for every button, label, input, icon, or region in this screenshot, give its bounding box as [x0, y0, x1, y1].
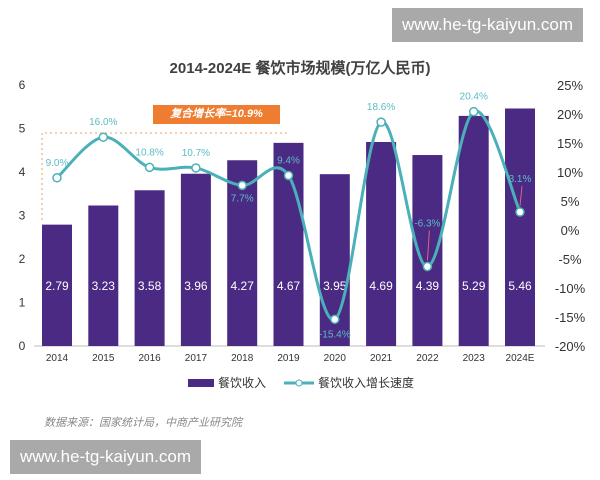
chart-title: 2014-2024E 餐饮市场规模(万亿人民币) — [169, 60, 431, 77]
bar — [227, 160, 258, 346]
growth-value-label: 7.7% — [231, 193, 254, 204]
x-tick-label: 2024E — [506, 353, 535, 364]
right-tick-label: 25% — [557, 78, 583, 93]
bar-value-label: 2.79 — [45, 279, 69, 293]
growth-value-label: 18.6% — [367, 102, 395, 113]
bar — [88, 205, 119, 346]
bar — [180, 173, 211, 346]
left-tick-label: 4 — [19, 165, 26, 179]
x-tick-label: 2014 — [46, 353, 69, 364]
left-tick-label: 1 — [19, 296, 26, 310]
x-tick-label: 2019 — [277, 353, 300, 364]
growth-value-label: 3.1% — [509, 174, 532, 185]
bar — [366, 141, 397, 346]
growth-value-label: 9.0% — [46, 158, 69, 169]
x-tick-label: 2020 — [324, 353, 347, 364]
x-tick-label: 2022 — [416, 353, 439, 364]
x-tick-label: 2023 — [463, 353, 486, 364]
legend: 餐饮收入 餐饮收入增长速度 — [188, 374, 414, 391]
growth-point — [283, 170, 294, 181]
growth-point — [376, 117, 386, 127]
growth-point — [144, 162, 155, 173]
bar — [505, 108, 535, 347]
x-tick-label: 2016 — [138, 353, 161, 364]
growth-point — [422, 261, 433, 272]
right-tick-label: 0% — [561, 223, 580, 238]
left-tick-label: 0 — [19, 339, 26, 353]
label-leader — [426, 230, 430, 261]
bar-value-label: 4.27 — [231, 279, 255, 293]
bar-value-label: 4.67 — [277, 279, 301, 293]
label-leader — [519, 185, 523, 207]
right-tick-label: 15% — [557, 136, 583, 151]
bar-value-label: 5.29 — [462, 279, 486, 293]
growth-value-label: 16.0% — [89, 117, 117, 128]
bar — [458, 115, 489, 346]
growth-point — [468, 106, 479, 117]
growth-point — [52, 173, 62, 183]
watermark-top: www.he-tg-kaiyun.com — [392, 8, 584, 42]
growth-point — [191, 163, 201, 173]
right-tick-label: 5% — [561, 194, 580, 209]
left-tick-label: 6 — [19, 78, 26, 92]
bar-value-label: 3.58 — [138, 279, 162, 293]
right-tick-label: 10% — [557, 165, 583, 180]
bar-value-label: 4.69 — [369, 279, 393, 293]
bar — [134, 190, 165, 346]
right-tick-label: -5% — [558, 252, 582, 267]
x-tick-label: 2018 — [231, 353, 254, 364]
legend-line-label: 餐饮收入增长速度 — [318, 376, 415, 390]
legend-bar: 餐饮收入 — [188, 374, 266, 391]
growth-value-label: 10.7% — [182, 148, 210, 159]
legend-line-swatch — [284, 379, 315, 386]
left-tick-label: 3 — [19, 209, 26, 223]
x-tick-label: 2021 — [370, 353, 393, 364]
legend-bar-label: 餐饮收入 — [218, 376, 267, 390]
growth-point — [98, 132, 109, 142]
bar-value-label: 3.23 — [92, 279, 116, 293]
left-tick-label: 5 — [19, 122, 26, 136]
legend-bar-swatch — [188, 378, 214, 387]
right-tick-label: -10% — [555, 281, 586, 296]
growth-value-label: 9.4% — [277, 155, 300, 166]
x-tick-label: 2015 — [92, 353, 115, 364]
left-tick-label: 2 — [19, 252, 26, 266]
legend-line: 餐饮收入增长速度 — [284, 374, 414, 391]
right-tick-label: -20% — [555, 339, 586, 354]
bar-value-label: 5.46 — [508, 279, 532, 293]
bar-value-label: 3.95 — [323, 279, 347, 293]
x-tick-label: 2017 — [185, 353, 208, 364]
watermark-bottom: www.he-tg-kaiyun.com — [10, 440, 202, 474]
bar-value-label: 3.96 — [184, 279, 208, 293]
growth-value-label: -6.3% — [414, 219, 440, 230]
cagr-annotation: 复合增长率=10.9% — [153, 105, 280, 124]
growth-point — [237, 180, 247, 191]
bar — [42, 224, 72, 346]
right-tick-label: -15% — [555, 310, 586, 325]
growth-point — [515, 207, 525, 217]
growth-value-label: 10.8% — [135, 147, 163, 158]
growth-point — [330, 314, 340, 325]
bar-value-label: 4.39 — [416, 279, 440, 293]
growth-value-label: 20.4% — [460, 92, 488, 103]
right-tick-label: 20% — [557, 107, 583, 122]
source-note: 数据来源：国家统计局，中商产业研究院 — [44, 417, 242, 429]
cagr-bracket — [41, 132, 290, 220]
growth-value-label: -15.4% — [319, 329, 351, 340]
